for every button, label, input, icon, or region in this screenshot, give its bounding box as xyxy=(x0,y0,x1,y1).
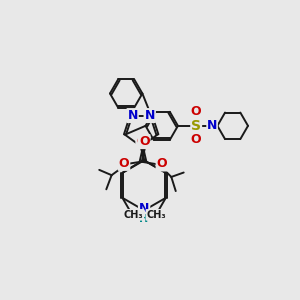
Text: O: O xyxy=(136,134,147,148)
Text: N: N xyxy=(128,109,138,122)
Text: N: N xyxy=(145,109,155,122)
Text: CH₃: CH₃ xyxy=(124,210,143,220)
Text: O: O xyxy=(191,134,202,146)
Text: O: O xyxy=(119,157,129,170)
Text: O: O xyxy=(157,158,167,170)
Text: N: N xyxy=(207,119,217,132)
Text: O: O xyxy=(191,105,202,118)
Text: N: N xyxy=(139,202,149,215)
Text: S: S xyxy=(191,119,201,133)
Text: CH₃: CH₃ xyxy=(146,210,166,220)
Text: H: H xyxy=(140,214,149,224)
Text: O: O xyxy=(139,135,149,148)
